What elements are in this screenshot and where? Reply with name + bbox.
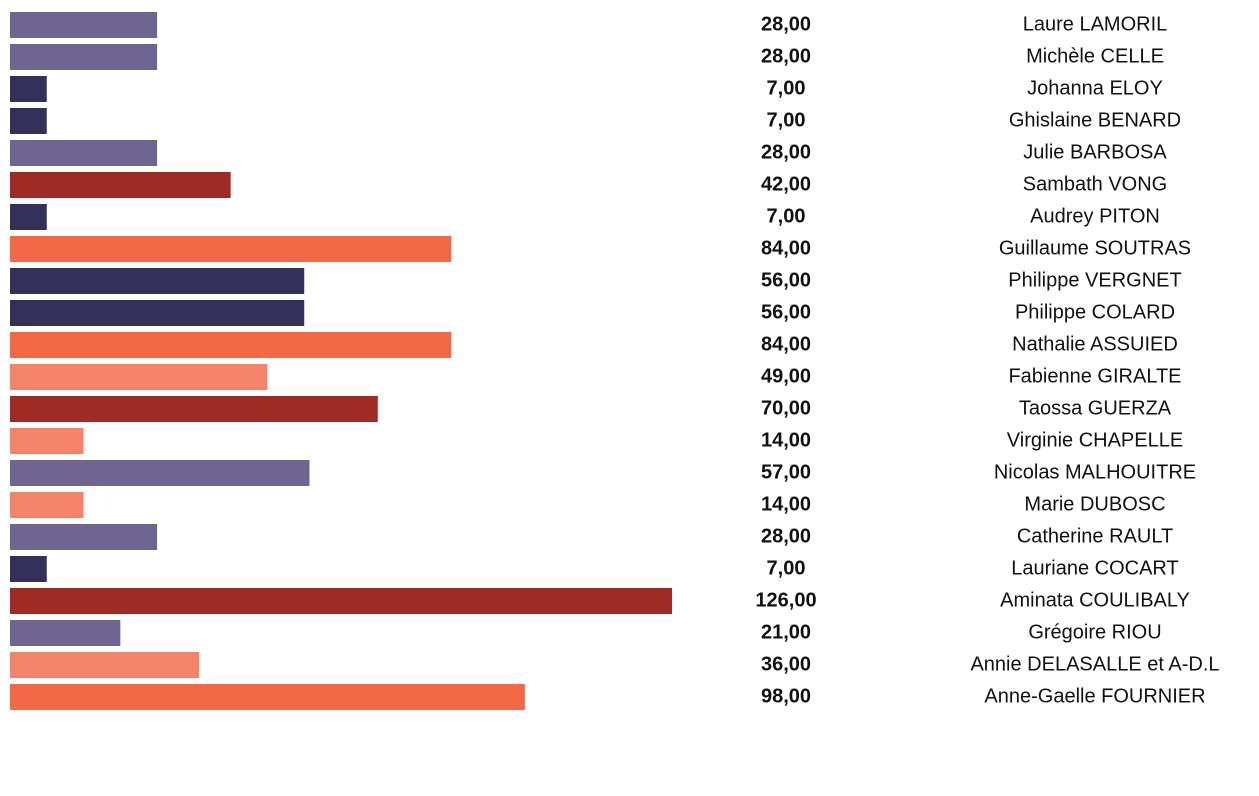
name-label: Ghislaine BENARD bbox=[1009, 109, 1181, 131]
name-label: Taossa GUERZA bbox=[1019, 397, 1172, 419]
bar bbox=[10, 588, 672, 614]
value-label: 56,00 bbox=[761, 269, 811, 291]
value-label: 42,00 bbox=[761, 173, 811, 195]
value-label: 14,00 bbox=[761, 493, 811, 515]
bar bbox=[10, 140, 158, 166]
value-label: 14,00 bbox=[761, 429, 811, 451]
name-label: Annie DELASALLE et A-D.L bbox=[970, 653, 1219, 675]
value-label: 126,00 bbox=[755, 589, 816, 611]
bar bbox=[10, 364, 268, 390]
name-label: Guillaume SOUTRAS bbox=[999, 237, 1191, 259]
bar bbox=[10, 620, 121, 646]
bar bbox=[10, 332, 452, 358]
value-label: 28,00 bbox=[761, 13, 811, 35]
value-label: 7,00 bbox=[767, 77, 806, 99]
value-label: 28,00 bbox=[761, 45, 811, 67]
bar bbox=[10, 492, 84, 518]
name-label: Laure LAMORIL bbox=[1023, 13, 1168, 35]
name-label: Grégoire RIOU bbox=[1028, 621, 1161, 643]
value-label: 57,00 bbox=[761, 461, 811, 483]
value-label: 56,00 bbox=[761, 301, 811, 323]
name-label: Anne-Gaelle FOURNIER bbox=[984, 685, 1205, 707]
value-label: 21,00 bbox=[761, 621, 811, 643]
bar bbox=[10, 684, 525, 710]
name-label: Catherine RAULT bbox=[1017, 525, 1173, 547]
name-label: Marie DUBOSC bbox=[1024, 493, 1165, 515]
bar bbox=[10, 300, 305, 326]
bar bbox=[10, 236, 452, 262]
value-label: 7,00 bbox=[767, 557, 806, 579]
bar bbox=[10, 652, 200, 678]
value-label: 98,00 bbox=[761, 685, 811, 707]
bar bbox=[10, 556, 47, 582]
name-label: Aminata COULIBALY bbox=[1000, 589, 1190, 611]
name-label: Julie BARBOSA bbox=[1023, 141, 1167, 163]
value-label: 7,00 bbox=[767, 205, 806, 227]
name-label: Virginie CHAPELLE bbox=[1007, 429, 1183, 451]
bar bbox=[10, 12, 158, 38]
name-label: Audrey PITON bbox=[1030, 205, 1160, 227]
name-label: Johanna ELOY bbox=[1027, 77, 1163, 99]
bar bbox=[10, 44, 158, 70]
bar bbox=[10, 396, 378, 422]
bar bbox=[10, 524, 158, 550]
value-label: 70,00 bbox=[761, 397, 811, 419]
value-label: 28,00 bbox=[761, 141, 811, 163]
bar bbox=[10, 204, 47, 230]
bar bbox=[10, 108, 47, 134]
name-label: Philippe VERGNET bbox=[1008, 269, 1181, 291]
value-label: 36,00 bbox=[761, 653, 811, 675]
value-label: 84,00 bbox=[761, 237, 811, 259]
bar bbox=[10, 428, 84, 454]
name-label: Nicolas MALHOUITRE bbox=[994, 461, 1196, 483]
name-label: Michèle CELLE bbox=[1026, 45, 1164, 67]
bar bbox=[10, 172, 231, 198]
value-label: 7,00 bbox=[767, 109, 806, 131]
bar bbox=[10, 268, 305, 294]
name-label: Fabienne GIRALTE bbox=[1008, 365, 1181, 387]
name-label: Sambath VONG bbox=[1023, 173, 1168, 195]
bar bbox=[10, 460, 310, 486]
name-label: Philippe COLARD bbox=[1015, 301, 1175, 323]
name-label: Nathalie ASSUIED bbox=[1012, 333, 1178, 355]
bar bbox=[10, 76, 47, 102]
value-label: 84,00 bbox=[761, 333, 811, 355]
value-label: 49,00 bbox=[761, 365, 811, 387]
value-label: 28,00 bbox=[761, 525, 811, 547]
name-label: Lauriane COCART bbox=[1011, 557, 1178, 579]
